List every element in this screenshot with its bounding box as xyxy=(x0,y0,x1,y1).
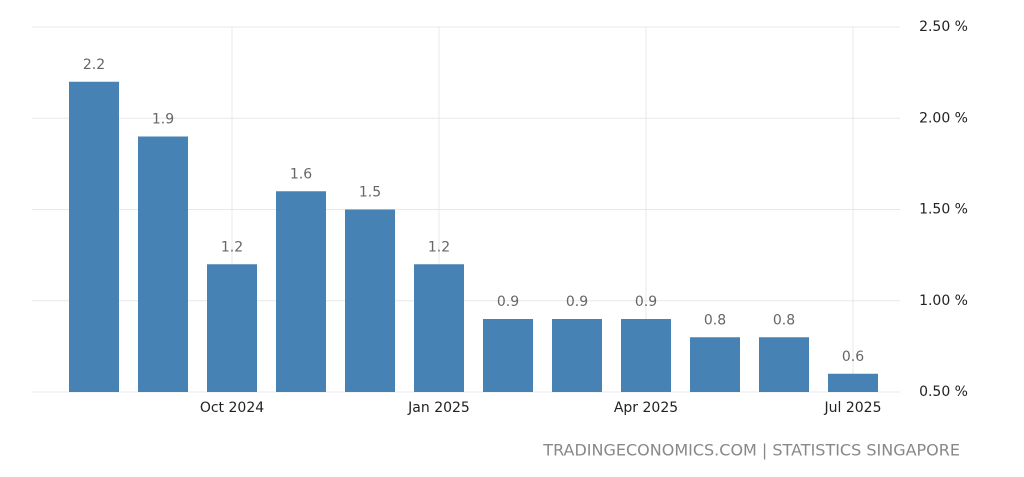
data-label: 0.6 xyxy=(842,349,864,365)
data-label: 0.9 xyxy=(497,294,519,310)
y-tick-label: 2.00 % xyxy=(919,110,968,126)
x-tick-label: Jan 2025 xyxy=(407,400,470,416)
y-tick-label: 1.00 % xyxy=(919,293,968,309)
x-tick-label: Jul 2025 xyxy=(824,400,882,416)
bar xyxy=(414,264,464,392)
data-label: 1.6 xyxy=(290,166,312,182)
data-label: 1.2 xyxy=(428,239,450,255)
data-label: 1.2 xyxy=(221,239,243,255)
source: TRADINGECONOMICS.COM | STATISTICS SINGAP… xyxy=(542,441,960,460)
data-label: 1.5 xyxy=(359,185,381,201)
bar xyxy=(621,319,671,392)
x-tick-label: Oct 2024 xyxy=(200,400,264,416)
bar xyxy=(690,337,740,392)
data-label: 1.9 xyxy=(152,112,174,128)
x-tick-label: Apr 2025 xyxy=(614,400,678,416)
bar xyxy=(483,319,533,392)
data-label: 0.9 xyxy=(566,294,588,310)
y-tick-label: 1.50 % xyxy=(919,202,968,218)
bar xyxy=(207,264,257,392)
bar xyxy=(276,191,326,392)
data-label: 0.9 xyxy=(635,294,657,310)
bar xyxy=(69,81,119,392)
y-tick-label: 2.50 % xyxy=(919,19,968,35)
bar xyxy=(552,319,602,392)
data-label: 0.8 xyxy=(704,312,726,328)
y-tick-label: 0.50 % xyxy=(919,384,968,400)
bar xyxy=(759,337,809,392)
data-label: 0.8 xyxy=(773,312,795,328)
bar xyxy=(138,136,188,392)
bar xyxy=(345,209,395,392)
data-label: 2.2 xyxy=(83,57,105,73)
bar xyxy=(828,373,878,392)
